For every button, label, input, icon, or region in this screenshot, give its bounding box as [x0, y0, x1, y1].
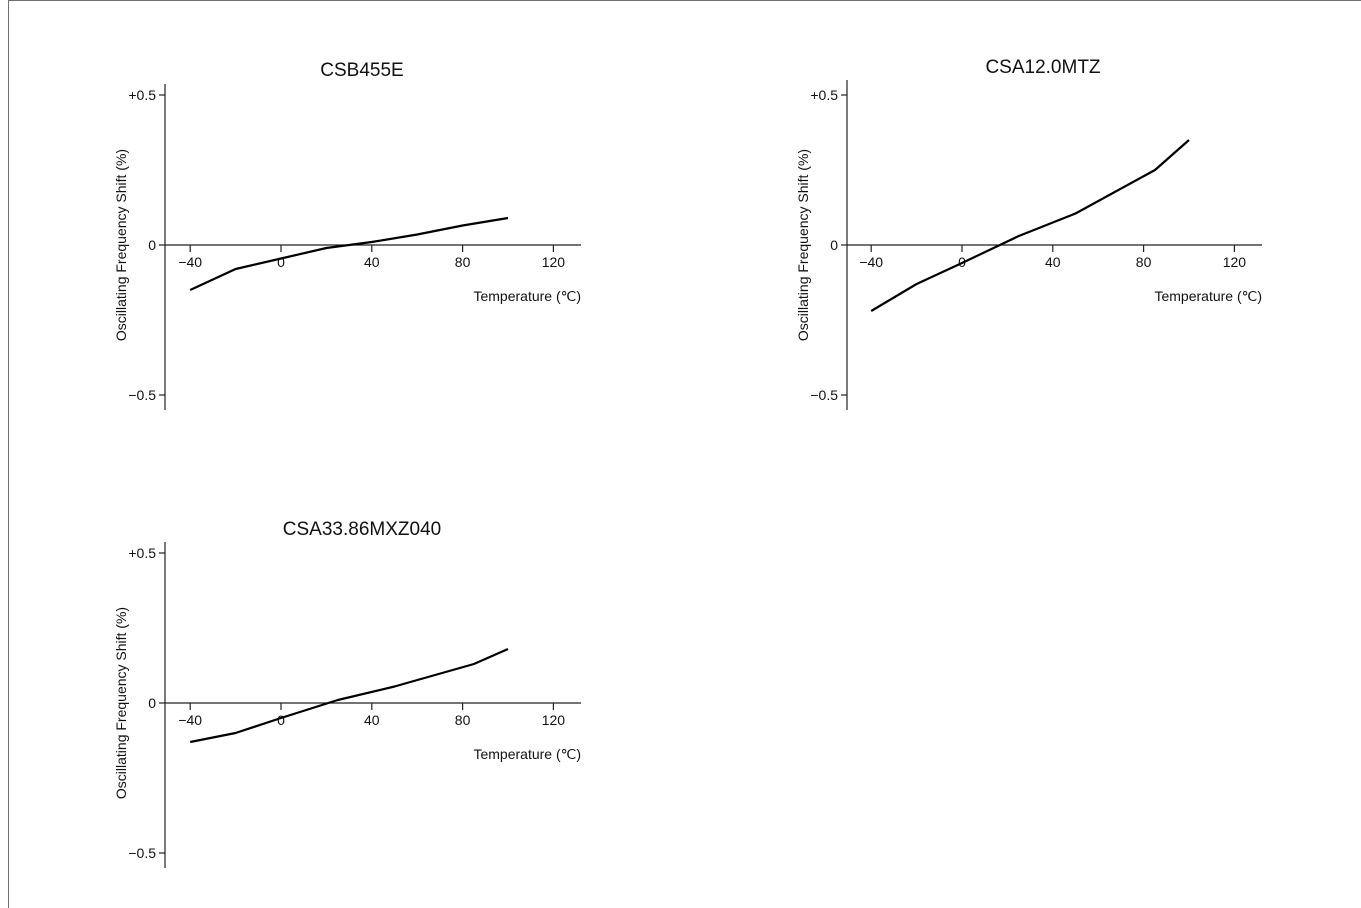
y-tick-label: −0.5 [128, 845, 156, 861]
x-tick-label: 80 [1136, 254, 1152, 270]
series-line [189, 216, 509, 291]
x-axis-label: Temperature (℃) [473, 288, 581, 304]
figure-frame [8, 0, 1361, 908]
x-tick-label: 120 [542, 254, 566, 270]
y-axis-label: Oscillating Frequency Shift (%) [113, 607, 129, 799]
x-tick-label: 80 [455, 254, 471, 270]
y-tick-label: 0 [830, 237, 838, 253]
x-tick-label: 40 [1045, 254, 1061, 270]
chart-title: CSA12.0MTZ [985, 57, 1100, 78]
y-tick-label: +0.5 [128, 545, 156, 561]
x-tick-label: 0 [277, 254, 285, 270]
x-tick-label: 80 [455, 712, 471, 728]
x-tick-label: 0 [277, 712, 285, 728]
chart-title: CSB455E [320, 60, 403, 81]
y-axis-label: Oscillating Frequency Shift (%) [113, 149, 129, 341]
y-tick-label: 0 [148, 695, 156, 711]
x-axis-label: Temperature (℃) [473, 746, 581, 762]
y-tick-label: 0 [148, 237, 156, 253]
x-tick-label: −40 [178, 254, 202, 270]
y-axis-label: Oscillating Frequency Shift (%) [795, 149, 811, 341]
y-tick-label: +0.5 [128, 87, 156, 103]
y-tick-label: −0.5 [128, 387, 156, 403]
y-tick-label: −0.5 [810, 387, 838, 403]
chart-title: CSA33.86MXZ040 [283, 519, 441, 540]
y-tick-label: +0.5 [810, 87, 838, 103]
x-tick-label: −40 [859, 254, 883, 270]
x-tick-label: 120 [542, 712, 566, 728]
x-tick-label: 40 [364, 712, 380, 728]
x-tick-label: 40 [364, 254, 380, 270]
x-tick-label: 120 [1223, 254, 1247, 270]
series-line [870, 139, 1190, 312]
x-axis-label: Temperature (℃) [1154, 288, 1262, 304]
series-line [189, 647, 509, 744]
x-tick-label: −40 [178, 712, 202, 728]
